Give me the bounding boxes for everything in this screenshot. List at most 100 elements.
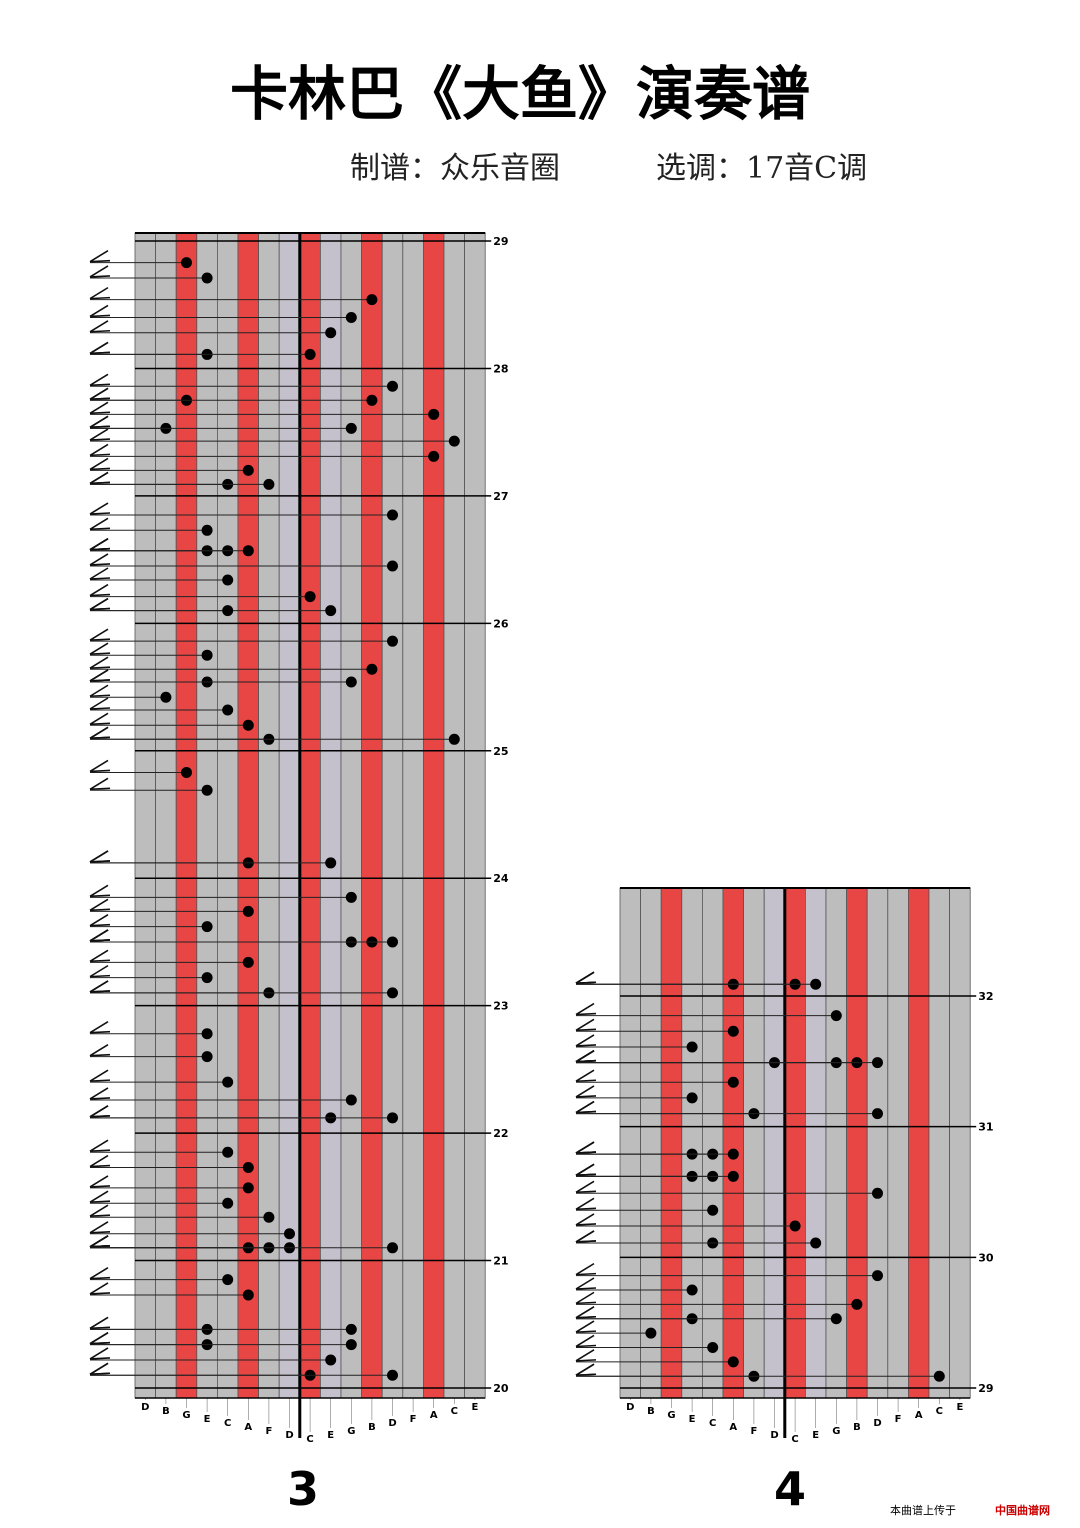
beat-flag: [575, 1069, 597, 1083]
beat-flag: [89, 320, 111, 333]
note: [325, 605, 337, 617]
note: [345, 1094, 357, 1106]
key-column: [402, 232, 424, 1399]
note: [707, 1204, 719, 1216]
note: [345, 891, 357, 903]
beat-flag: [89, 1362, 111, 1376]
beat-flag: [89, 712, 111, 726]
note: [789, 1220, 801, 1232]
beat-flag: [89, 929, 111, 942]
note: [345, 311, 357, 323]
beat-flag: [89, 1316, 111, 1330]
key-column: [422, 232, 445, 1399]
key-info: 选调：17音C调: [656, 151, 867, 186]
note: [428, 408, 440, 420]
note: [933, 1370, 945, 1382]
page-number: 4: [774, 1462, 806, 1516]
note: [645, 1327, 657, 1339]
note: [304, 348, 316, 360]
note: [727, 1170, 739, 1182]
beat-flag: [575, 1334, 597, 1348]
beat-flag: [89, 428, 111, 441]
note: [872, 1270, 883, 1282]
key-label: A: [430, 1410, 438, 1421]
beat-flag: [89, 656, 111, 670]
note: [727, 1356, 739, 1368]
key-label: G: [347, 1426, 355, 1437]
beat-flag: [89, 387, 111, 401]
note: [222, 1197, 234, 1209]
note: [325, 1354, 337, 1366]
note: [242, 464, 254, 476]
beat-flag: [575, 1291, 597, 1305]
key-column: [805, 887, 827, 1399]
note: [727, 1025, 739, 1037]
note: [201, 972, 213, 984]
beat-flag: [89, 964, 111, 978]
note: [366, 663, 378, 675]
beat-flag: [89, 898, 111, 912]
key-label: E: [812, 1430, 819, 1441]
note: [181, 766, 192, 778]
key-label: F: [410, 1414, 417, 1425]
note: [222, 574, 234, 586]
beat-flag: [89, 980, 111, 993]
note: [345, 1323, 357, 1335]
beat-flag: [89, 249, 111, 263]
page-number: 3: [287, 1462, 319, 1516]
key-label: D: [873, 1418, 881, 1429]
key-label: E: [204, 1414, 211, 1425]
key-column: [702, 887, 724, 1399]
beat-flag: [575, 1230, 597, 1243]
beat-flag: [575, 1349, 597, 1362]
beat-flag: [89, 949, 111, 963]
key-column: [949, 887, 971, 1399]
beat-flag: [575, 1262, 597, 1276]
beat-flag: [89, 341, 111, 355]
note: [727, 1148, 739, 1160]
note: [242, 1182, 254, 1194]
footer-text: 本曲谱上传于: [890, 1503, 956, 1517]
key-label: D: [626, 1402, 634, 1413]
beat-flag: [89, 443, 111, 457]
note: [222, 1146, 234, 1158]
beat-flag: [89, 1043, 111, 1057]
note: [387, 1369, 398, 1381]
measure-number: 32: [978, 990, 993, 1003]
key-label: A: [244, 1422, 252, 1433]
key-column: [196, 232, 218, 1399]
key-label: E: [956, 1402, 963, 1413]
beat-flag: [575, 1180, 597, 1194]
beat-flag: [89, 567, 111, 580]
key-label: E: [327, 1430, 334, 1441]
beat-flag: [89, 642, 111, 655]
key-column: [464, 232, 486, 1399]
beat-flag: [89, 471, 111, 485]
note: [387, 380, 398, 392]
note: [222, 605, 234, 617]
note: [810, 1237, 822, 1249]
beat-flag: [575, 1306, 597, 1319]
beat-flag: [575, 1197, 597, 1211]
note: [325, 857, 337, 869]
beat-flag: [89, 759, 111, 773]
key-column: [299, 232, 321, 1399]
measure-number: 29: [493, 235, 508, 248]
beat-flag: [89, 538, 111, 551]
key-column: [237, 232, 260, 1399]
beat-flag: [89, 1139, 111, 1153]
beat-flag: [89, 1021, 111, 1034]
beat-flag: [89, 517, 111, 531]
beat-flag: [89, 1282, 111, 1295]
note: [242, 545, 254, 557]
note: [428, 450, 440, 462]
note: [387, 987, 398, 999]
note: [686, 1284, 698, 1296]
beat-flag: [575, 1085, 597, 1098]
key-column: [216, 232, 239, 1399]
key-column: [763, 887, 786, 1399]
note: [201, 921, 213, 933]
beat-flag: [89, 373, 111, 387]
note: [686, 1092, 698, 1104]
note: [222, 1274, 234, 1286]
